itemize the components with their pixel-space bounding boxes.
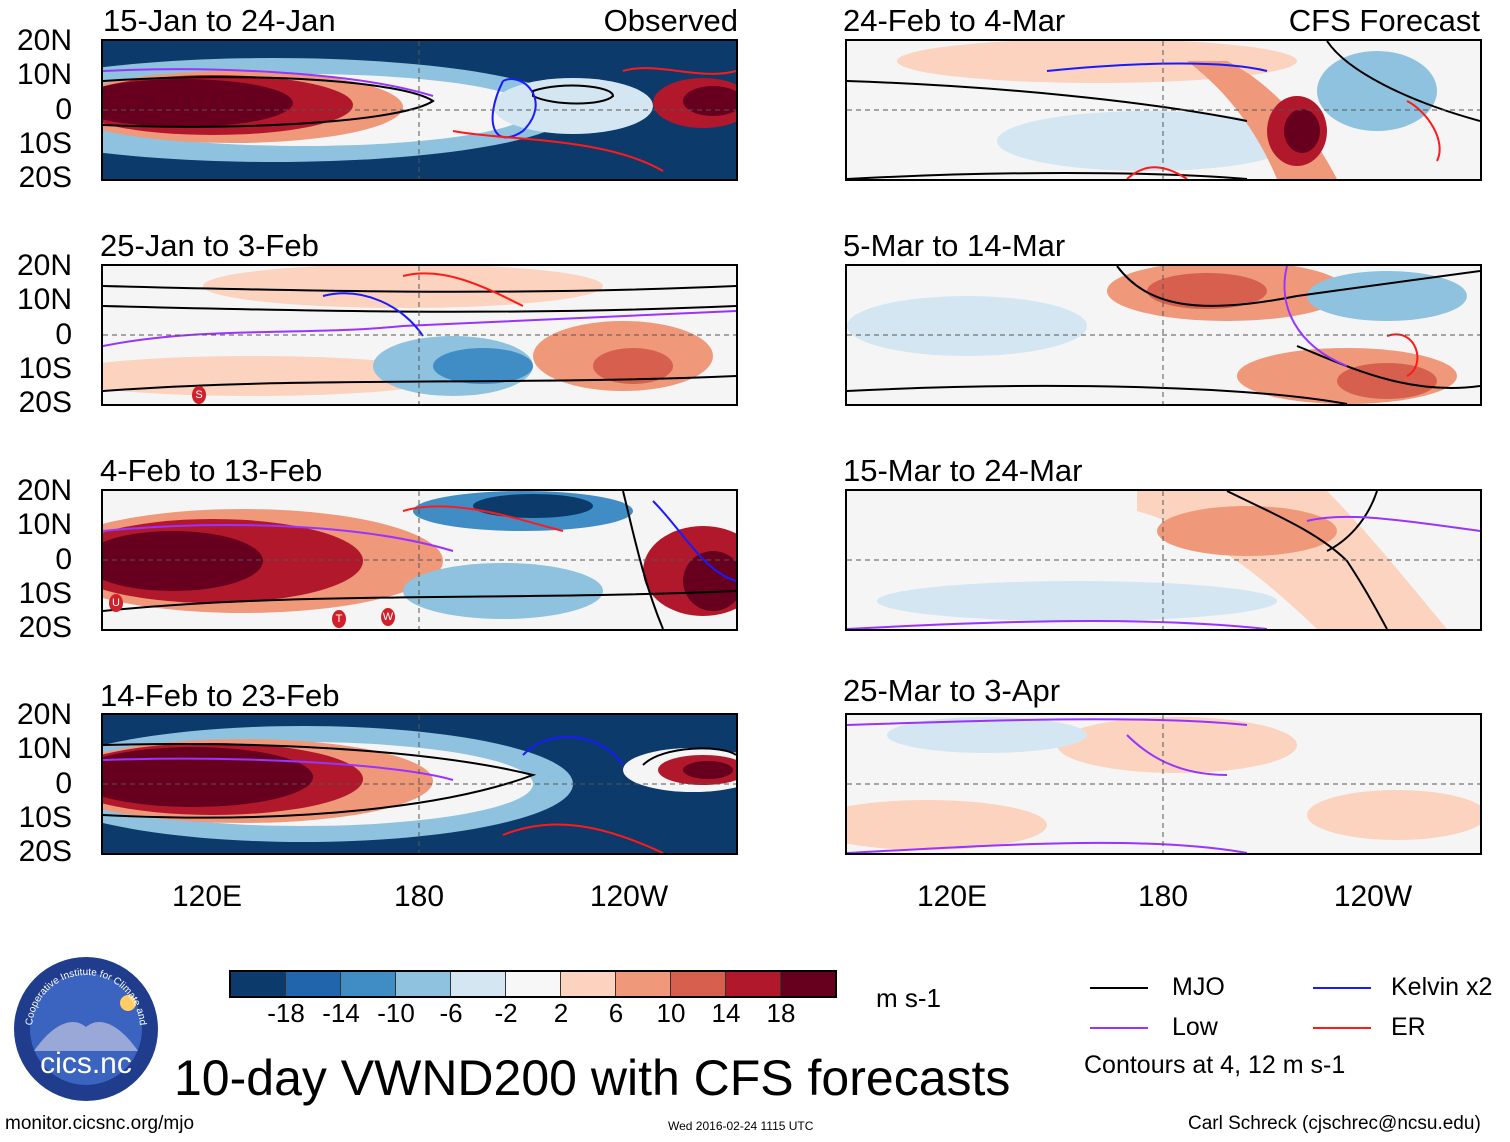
colorbar-cell xyxy=(286,972,341,996)
panel-title-fc-1: 24-Feb to 4-Mar xyxy=(843,3,1066,38)
legend-mjo-line xyxy=(1090,987,1148,989)
map-svg xyxy=(847,491,1480,629)
y-label: 10N xyxy=(16,58,72,91)
logo-text: cics.nc xyxy=(40,1047,132,1080)
x-label-120w-fc: 120W xyxy=(1333,880,1413,913)
colorbar-tick: 2 xyxy=(553,998,569,1028)
legend-low-label: Low xyxy=(1172,1013,1218,1041)
colorbar-cell xyxy=(451,972,506,996)
colorbar-tick: 10 xyxy=(656,998,686,1028)
map-forecast-2 xyxy=(845,264,1482,406)
legend-contours-note: Contours at 4, 12 m s-1 xyxy=(1084,1051,1346,1079)
panel-title-fc-4: 25-Mar to 3-Apr xyxy=(843,673,1061,708)
observed-tag: Observed xyxy=(603,3,738,38)
forecast-tag: CFS Forecast xyxy=(1288,3,1480,38)
storm-marker: T xyxy=(332,610,346,628)
map-forecast-4 xyxy=(845,713,1482,855)
colorbar-tick: -14 xyxy=(322,998,360,1028)
y-label: 20N xyxy=(16,249,72,282)
colorbar-cell xyxy=(341,972,396,996)
map-svg xyxy=(103,266,736,404)
colorbar-cell xyxy=(506,972,561,996)
storm-marker: W xyxy=(381,608,395,626)
footer-url[interactable]: monitor.cicsnc.org/mjo xyxy=(5,1113,195,1134)
y-label: 10S xyxy=(18,127,72,160)
logo-svg: Cooperative Institute for Climate and Sa… xyxy=(9,947,158,1101)
map-forecast-1 xyxy=(845,39,1482,181)
legend-er-label: ER xyxy=(1391,1013,1426,1041)
y-label: 10N xyxy=(16,508,72,541)
y-label: 0 xyxy=(55,318,72,351)
footer-author: Carl Schreck (cjschrec@ncsu.edu) xyxy=(1188,1113,1481,1134)
colorbar-cell xyxy=(231,972,286,996)
colorbar-tick: -6 xyxy=(439,998,463,1028)
legend-mjo-label: MJO xyxy=(1172,973,1225,1001)
y-label: 20N xyxy=(16,698,72,731)
legend-kelvin-label: Kelvin x2 xyxy=(1391,973,1493,1001)
x-label-120w-obs: 120W xyxy=(589,880,669,913)
y-label: 10N xyxy=(16,283,72,316)
x-label-180-obs: 180 xyxy=(393,880,445,913)
map-svg xyxy=(103,715,736,853)
colorbar-tick: -10 xyxy=(377,998,415,1028)
storm-marker: U xyxy=(109,594,123,612)
map-svg xyxy=(103,41,736,179)
x-label-180-fc: 180 xyxy=(1137,880,1189,913)
y-label: 20N xyxy=(16,24,72,57)
y-label: 10S xyxy=(18,352,72,385)
colorbar-cell xyxy=(781,972,835,996)
y-label: 10S xyxy=(18,577,72,610)
map-svg xyxy=(847,41,1480,179)
panel-title-obs-4: 14-Feb to 23-Feb xyxy=(100,678,340,713)
panel-title-obs-3: 4-Feb to 13-Feb xyxy=(100,453,323,488)
y-label: 0 xyxy=(55,543,72,576)
y-label: 20N xyxy=(16,474,72,507)
map-svg xyxy=(847,266,1480,404)
main-title: 10-day VWND200 with CFS forecasts xyxy=(174,1050,1011,1106)
panel-title-fc-3: 15-Mar to 24-Mar xyxy=(843,453,1083,488)
cics-logo: Cooperative Institute for Climate and Sa… xyxy=(9,947,160,1103)
y-label: 10N xyxy=(16,732,72,765)
x-label-120e-fc: 120E xyxy=(916,880,988,913)
map-observed-2 xyxy=(101,264,738,406)
colorbar-cell xyxy=(561,972,616,996)
colorbar-cell xyxy=(726,972,781,996)
map-observed-1 xyxy=(101,39,738,181)
map-forecast-3 xyxy=(845,489,1482,631)
map-svg xyxy=(103,491,736,629)
map-svg xyxy=(847,715,1480,853)
colorbar xyxy=(229,970,837,998)
panel-title-fc-2: 5-Mar to 14-Mar xyxy=(843,228,1066,263)
y-label: 20S xyxy=(18,386,72,419)
colorbar-unit: m s-1 xyxy=(876,983,941,1013)
colorbar-tick: -18 xyxy=(267,998,305,1028)
x-label-120e-obs: 120E xyxy=(171,880,243,913)
y-label: 0 xyxy=(55,767,72,800)
colorbar-tick: 6 xyxy=(608,998,624,1028)
y-label: 20S xyxy=(18,161,72,194)
y-label: 20S xyxy=(18,611,72,644)
y-label: 0 xyxy=(55,93,72,126)
colorbar-cell xyxy=(671,972,726,996)
panel-title-obs-2: 25-Jan to 3-Feb xyxy=(100,228,319,263)
y-label: 10S xyxy=(18,801,72,834)
storm-marker: S xyxy=(192,386,206,404)
y-label: 20S xyxy=(18,835,72,868)
legend-low-line xyxy=(1090,1027,1148,1029)
legend-er-line xyxy=(1313,1027,1371,1029)
footer-timestamp: Wed 2016-02-24 1115 UTC xyxy=(668,1119,814,1133)
colorbar-tick: -2 xyxy=(494,998,518,1028)
colorbar-cell xyxy=(396,972,451,996)
colorbar-tick: 14 xyxy=(711,998,741,1028)
colorbar-tick: 18 xyxy=(766,998,796,1028)
colorbar-cell xyxy=(616,972,671,996)
map-observed-3 xyxy=(101,489,738,631)
panel-title-obs-1: 15-Jan to 24-Jan xyxy=(103,3,336,38)
legend-kelvin-line xyxy=(1313,987,1371,989)
map-observed-4 xyxy=(101,713,738,855)
